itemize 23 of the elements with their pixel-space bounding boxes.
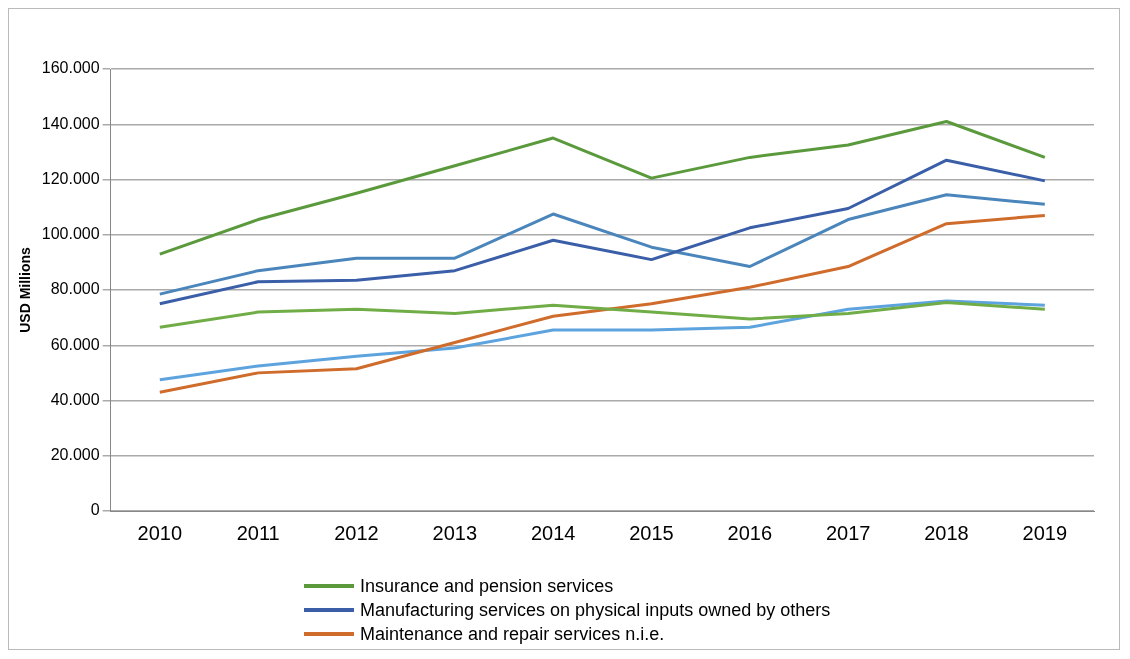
y-tick-label: 80.000 (50, 280, 100, 298)
x-tick-label: 2017 (825, 521, 871, 544)
y-tick-label: 40.000 (50, 390, 100, 408)
y-tick-label: 20.000 (50, 446, 100, 464)
legend-label: Manufacturing services on physical inputs owned by others (360, 599, 831, 621)
x-tick-label: 2013 (432, 521, 478, 544)
x-tick-label: 2011 (236, 521, 280, 544)
x-tick-label: 2010 (137, 521, 183, 544)
x-tick-label: 2014 (530, 521, 576, 544)
y-tick-label: 160.000 (41, 59, 100, 77)
y-tick-label: 0 (90, 501, 100, 519)
legend-label: Insurance and pension services (360, 575, 614, 597)
y-tick-label: 60.000 (50, 335, 100, 353)
y-tick-label: 140.000 (41, 114, 100, 132)
y-tick-label: 100.000 (41, 225, 100, 243)
x-tick-label: 2012 (334, 521, 379, 544)
x-tick-label: 2019 (1022, 521, 1068, 544)
y-tick-label: 120.000 (41, 169, 100, 187)
legend-label: Maintenance and repair services n.i.e. (360, 623, 665, 645)
x-tick-label: 2018 (924, 521, 969, 544)
y-axis-title: USD Millions (17, 247, 34, 333)
x-tick-label: 2015 (629, 521, 674, 544)
x-tick-label: 2016 (727, 521, 773, 544)
